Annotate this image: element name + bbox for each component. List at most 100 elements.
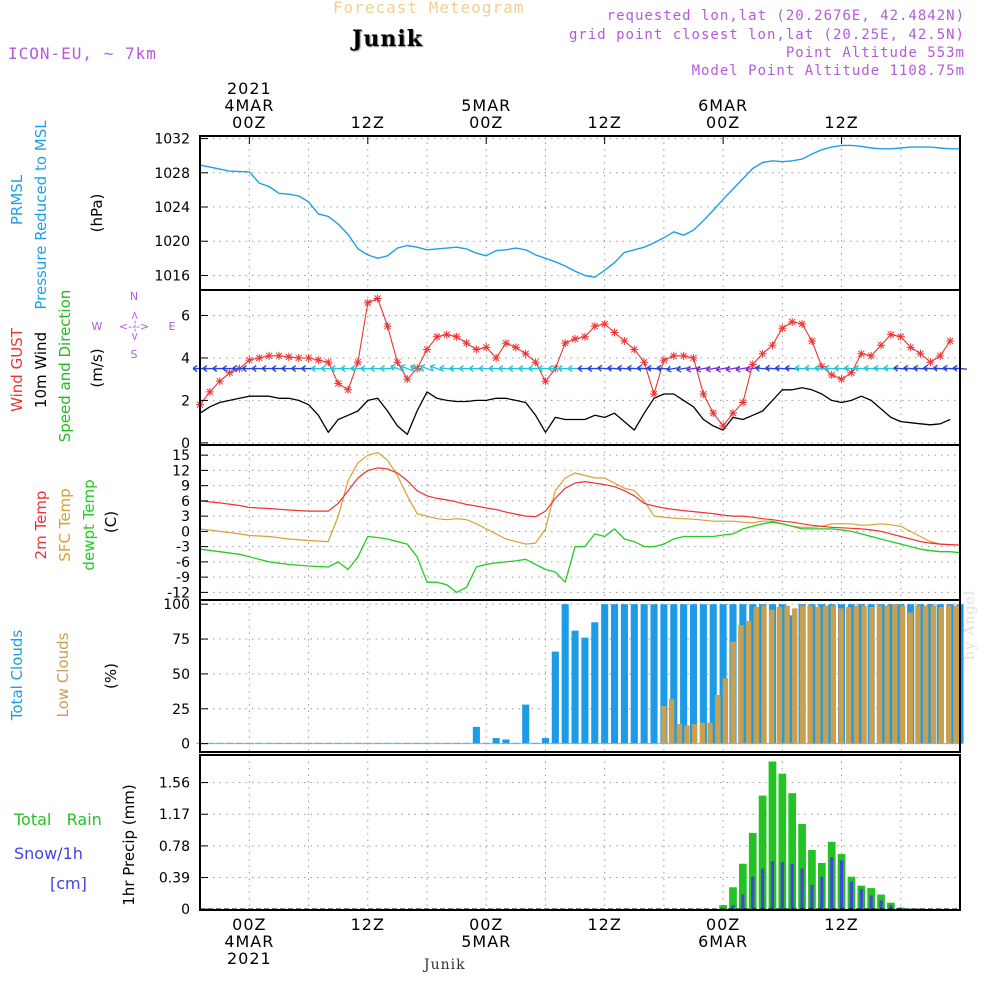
- wind-gust-marker: [274, 351, 283, 360]
- bottom-time-label: 12Z: [351, 915, 385, 934]
- wind-gust-marker: [482, 343, 491, 352]
- low-cloud-bar: [745, 620, 752, 744]
- total-rain-label: Total Rain: [13, 810, 102, 829]
- wind-gust-marker: [610, 328, 619, 337]
- rain-bar: [778, 773, 787, 910]
- wind-gust-marker: [423, 345, 432, 354]
- snow-bar: [810, 884, 814, 910]
- wind-gust-marker: [511, 343, 520, 352]
- rain-bar: [768, 761, 777, 910]
- compass-south-label: S: [131, 348, 138, 361]
- total-cloud-bar: [680, 604, 688, 744]
- total-cloud-bar: [857, 604, 865, 744]
- low-cloud-bar: [730, 641, 736, 744]
- pressure-label-long: Pressure Reduced to MSL: [32, 120, 50, 310]
- wind-direction-arrow: [410, 364, 424, 372]
- wind-gust-marker: [245, 356, 254, 365]
- requested-coords: requested lon,lat (20.2676E, 42.4842N): [606, 8, 965, 24]
- total-cloud-bar: [571, 630, 579, 744]
- temp-ytick-label: -12: [167, 585, 190, 601]
- bottom-time-label: 12Z: [588, 915, 622, 934]
- total-cloud-bar: [620, 604, 628, 744]
- wind-speed-dir-label: Speed and Direction: [56, 290, 74, 443]
- low-cloud-bar: [907, 612, 913, 744]
- wind-gust-marker: [788, 317, 797, 326]
- wind-gust-marker: [561, 339, 570, 348]
- low-cloud-bar: [869, 606, 875, 744]
- pressure-label-prmsl: PRMSL: [8, 174, 26, 225]
- precip-ytick-label: 0.78: [159, 839, 190, 855]
- snow-bar: [839, 860, 844, 910]
- total-cloud-bar: [926, 604, 934, 744]
- wind-speed-line: [199, 387, 951, 436]
- wind-gust-marker: [679, 351, 688, 360]
- total-cloud-bar: [818, 604, 826, 744]
- total-cloud-bar: [719, 604, 727, 744]
- pressure-ytick-label: 1024: [154, 200, 190, 216]
- wind-gust-marker: [709, 409, 718, 418]
- total-cloud-bar: [551, 651, 559, 744]
- wind-direction-arrow-shape: [400, 364, 415, 372]
- wind-gust-marker: [255, 353, 264, 362]
- total-cloud-bar: [541, 738, 550, 744]
- bottom-time-label: 5MAR: [461, 932, 511, 951]
- station-name: Junik: [352, 26, 423, 52]
- grid-point-coords: grid point closest lon,lat (20.25E, 42.5…: [568, 27, 965, 43]
- model-altitude: Model Point Altitude 1108.75m: [691, 63, 965, 79]
- temp-ytick-label: 12: [172, 463, 190, 479]
- wind-gust-marker: [432, 332, 441, 341]
- wind-gust-marker: [650, 390, 659, 399]
- wind-gust-marker: [699, 390, 708, 399]
- rain-bar: [729, 887, 737, 910]
- snow-unit-label: [cm]: [50, 874, 87, 893]
- compass-north-label: N: [130, 290, 138, 303]
- wind-gust-marker: [462, 339, 471, 348]
- temp-ytick-label: 6: [181, 494, 190, 510]
- low-cloud-bar: [722, 678, 729, 744]
- temp-dewpt-label: dewpt Temp: [80, 479, 98, 570]
- wind-gust-marker: [936, 351, 945, 360]
- rain-bar: [788, 793, 797, 910]
- total-cloud-bar: [522, 704, 530, 744]
- compass-east-label: E: [169, 320, 176, 333]
- low-cloud-bar: [792, 608, 798, 744]
- low-cloud-bar: [892, 604, 898, 744]
- sfc-temp-line: [199, 452, 961, 546]
- wind-gust-marker: [867, 351, 876, 360]
- wind-10m-label: 10m Wind: [32, 332, 50, 408]
- top-time-label: 12Z: [588, 113, 622, 132]
- wind-gust-label: Wind GUST: [8, 327, 26, 412]
- snow-bar: [741, 894, 745, 910]
- total-cloud-bar: [650, 604, 658, 744]
- precip-ytick-label: 0: [181, 902, 190, 918]
- low-cloud-bar: [853, 605, 860, 744]
- low-cloud-bar: [684, 725, 690, 744]
- wind-gust-marker: [225, 368, 234, 377]
- total-cloud-bar: [630, 604, 638, 744]
- wind-gust-marker: [916, 349, 925, 358]
- total-cloud-bar: [660, 604, 668, 744]
- precip-ytick-label: 1.56: [159, 776, 190, 792]
- wind-gust-marker: [748, 360, 757, 369]
- wind-gust-marker: [738, 398, 747, 407]
- wind-gust-line: [199, 297, 951, 427]
- wind-gust-marker: [906, 343, 915, 352]
- cloud-ytick-label: 0: [181, 737, 190, 753]
- low-cloud-bar: [707, 722, 713, 744]
- precip-ytick-label: 1.17: [159, 807, 190, 823]
- wind-gust-marker: [689, 353, 698, 362]
- snow-bar: [761, 868, 765, 910]
- frame-layer: [199, 135, 961, 911]
- pressure-ytick-label: 1032: [154, 132, 190, 148]
- low-cloud-bar: [899, 605, 906, 744]
- rain-bar: [719, 905, 727, 910]
- wind-direction-arrow-shape: [410, 364, 424, 372]
- wind-gust-marker: [442, 330, 451, 339]
- wind-gust-marker: [383, 322, 392, 331]
- point-altitude: Point Altitude 553m: [785, 45, 965, 61]
- low-cloud-bar: [668, 699, 675, 744]
- rain-bar: [748, 832, 757, 910]
- top-time-label: 12Z: [824, 113, 858, 132]
- cloud-ytick-label: 100: [163, 597, 190, 613]
- top-time-label: 2021: [227, 79, 272, 98]
